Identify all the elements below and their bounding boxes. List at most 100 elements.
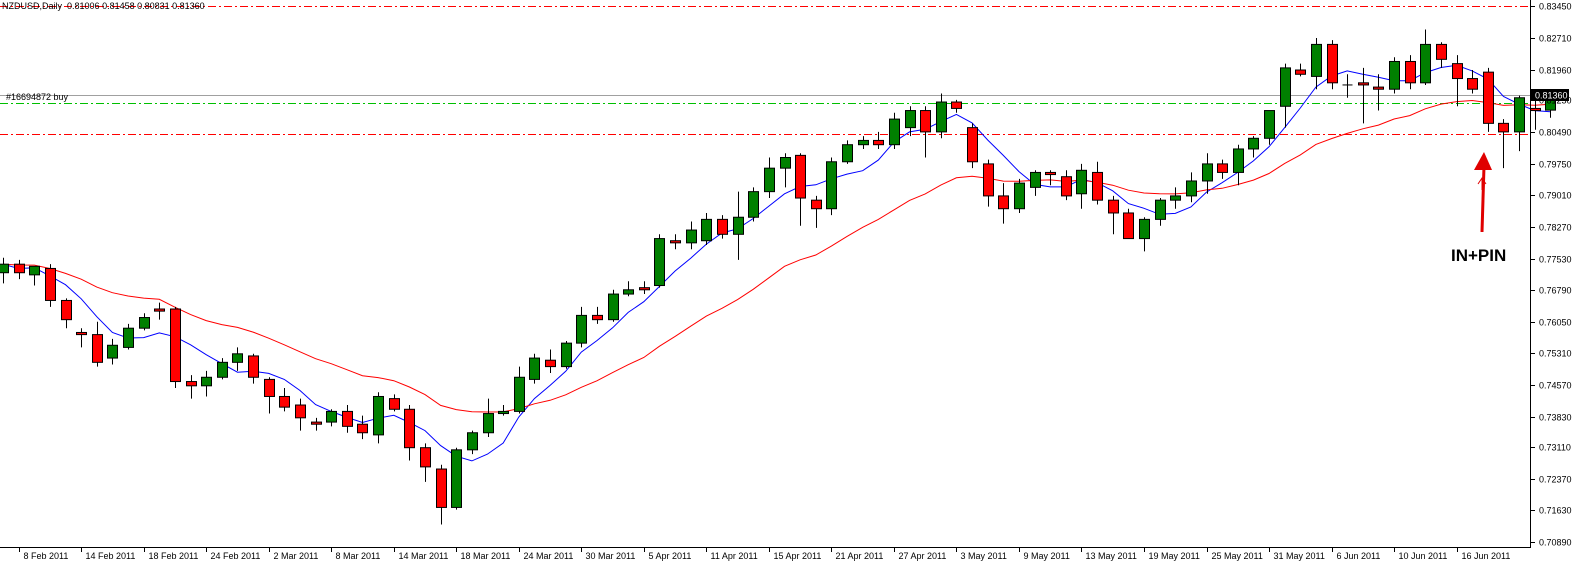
price-tick-label: 0.73110 — [1539, 443, 1571, 453]
candle-body — [858, 139, 869, 146]
candle-body — [889, 118, 900, 146]
fast-ma-line — [2, 64, 1551, 462]
candle-body — [201, 376, 212, 387]
price-tick-label: 0.79750 — [1539, 160, 1572, 170]
candle — [1014, 178, 1025, 213]
candle — [1295, 63, 1306, 77]
candle — [264, 377, 275, 414]
candle — [514, 366, 525, 414]
time-tick-label: 18 Mar 2011 — [461, 551, 511, 561]
candle — [295, 398, 306, 431]
candle — [232, 347, 243, 371]
candle-body — [420, 447, 431, 468]
candle — [1342, 74, 1353, 98]
candle — [576, 306, 587, 348]
chart-header: NZDUSD,Daily 0.81006 0.81458 0.80831 0.8… — [2, 1, 205, 11]
candle — [436, 464, 447, 525]
candle — [608, 289, 619, 322]
time-tick-label: 9 May 2011 — [1024, 551, 1070, 561]
candle — [123, 323, 134, 350]
candle — [326, 409, 337, 427]
time-tick-label: 19 May 2011 — [1149, 551, 1200, 561]
candle-body — [1139, 218, 1150, 240]
candle — [404, 405, 415, 461]
order-label: #16694872 buy — [6, 92, 69, 102]
candle — [639, 281, 650, 295]
candle-body — [1373, 86, 1384, 90]
price-tick-label: 0.83450 — [1539, 2, 1572, 12]
candle — [420, 443, 431, 482]
candle — [201, 370, 212, 397]
candle-body — [1030, 171, 1041, 188]
candle — [186, 375, 197, 399]
candle-body — [217, 361, 228, 378]
candle — [983, 159, 994, 207]
candle-body — [1014, 182, 1025, 210]
small-up-arrow-icon — [1477, 177, 1487, 190]
candle-body — [404, 408, 415, 449]
candle-body — [342, 410, 353, 427]
time-tick-label: 14 Mar 2011 — [399, 551, 449, 561]
candle-body — [389, 398, 400, 410]
time-tick-label: 24 Feb 2011 — [211, 551, 261, 561]
candle-body — [45, 267, 56, 301]
time-tick-label: 13 May 2011 — [1086, 551, 1137, 561]
candle-body — [154, 308, 165, 312]
candle-body — [608, 293, 619, 321]
candle — [61, 298, 72, 329]
time-tick-label: 27 Apr 2011 — [899, 551, 947, 561]
candle — [1076, 163, 1087, 209]
candle-body — [1170, 195, 1181, 201]
time-tick-label: 21 Apr 2011 — [836, 551, 884, 561]
candle — [1311, 38, 1322, 90]
candles — [0, 29, 1556, 525]
price-tick-label: 0.77530 — [1539, 255, 1572, 265]
candle-body — [1514, 97, 1525, 133]
candle-body — [467, 432, 478, 451]
candle-body — [1092, 171, 1103, 201]
candle — [764, 157, 775, 199]
price-tick-label: 0.72370 — [1539, 475, 1572, 485]
candle — [889, 112, 900, 149]
candle — [858, 136, 869, 149]
candle — [1123, 208, 1134, 240]
time-tick-label: 15 Apr 2011 — [774, 551, 822, 561]
price-tick-label: 0.78270 — [1539, 223, 1572, 233]
candle-body — [92, 334, 103, 363]
candle — [873, 131, 884, 149]
candle — [373, 392, 384, 444]
candle-body — [1248, 137, 1259, 150]
candle-body — [1045, 171, 1056, 176]
candle-body — [561, 342, 572, 368]
price-tick-label: 0.76790 — [1539, 286, 1572, 296]
candle — [748, 187, 759, 222]
candle — [467, 430, 478, 455]
candle-body — [639, 287, 650, 291]
candle-body — [186, 381, 197, 387]
candle-body — [1358, 82, 1369, 86]
candle — [1280, 63, 1291, 128]
candle-body — [0, 263, 9, 274]
candle — [451, 447, 462, 510]
candle-body — [670, 240, 681, 244]
candle-body — [1076, 169, 1087, 195]
candle-body — [436, 468, 447, 508]
candle-body — [905, 110, 916, 129]
candle — [623, 281, 634, 297]
candle-body — [123, 327, 134, 348]
candle-body — [592, 314, 603, 321]
time-tick-label: 11 Apr 2011 — [711, 551, 758, 561]
price-tick-label: 0.80490 — [1539, 128, 1572, 138]
candle-body — [1405, 60, 1416, 84]
candle — [0, 257, 9, 284]
time-axis-ticks: 8 Feb 2011 14 Feb 2011 18 Feb 2011 24 Feb 2… — [19, 548, 1510, 561]
time-tick-label: 18 Feb 2011 — [149, 551, 199, 561]
candle-body — [498, 410, 509, 415]
candle-body — [842, 144, 853, 163]
candle — [701, 212, 712, 245]
candle — [826, 157, 837, 216]
candle-body — [576, 314, 587, 344]
candle — [592, 306, 603, 324]
time-tick-label: 24 Mar 2011 — [524, 551, 574, 561]
candle-body — [61, 299, 72, 321]
